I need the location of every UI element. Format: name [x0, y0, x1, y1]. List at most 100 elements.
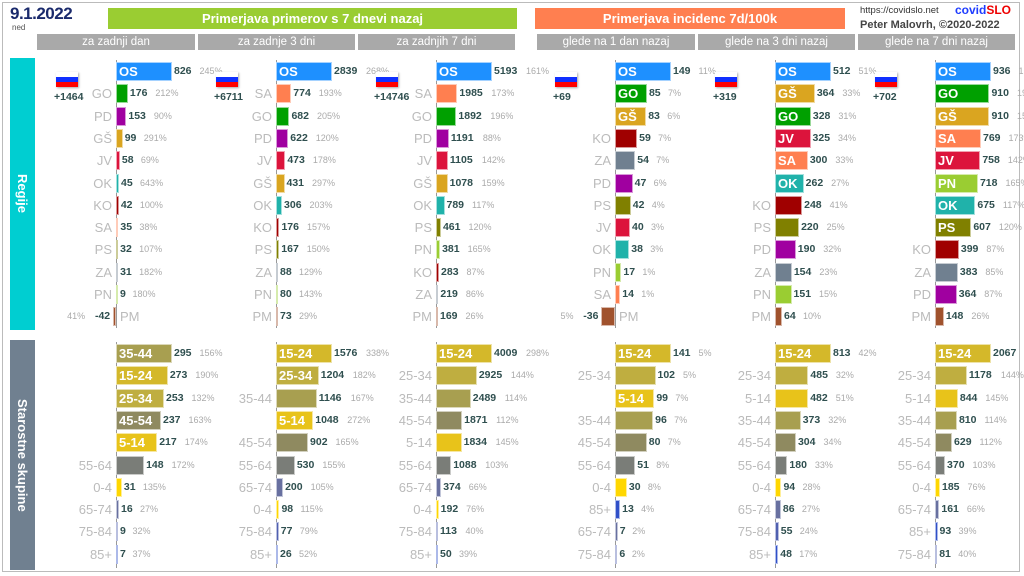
bar-value: 1105 [449, 154, 473, 167]
bar-percent: 103% [972, 459, 996, 470]
bar-percent: 3% [650, 244, 664, 255]
bar-label: OS [618, 64, 637, 79]
bar-label: PD [752, 242, 771, 258]
bar [276, 218, 280, 238]
bar-percent: 114% [984, 414, 1007, 425]
bar-label: PS [414, 220, 432, 236]
bar-label: PM [619, 309, 639, 325]
bar-label: 75-84 [737, 524, 771, 540]
bar-label: 45-54 [897, 435, 931, 451]
bar-percent: 142% [481, 155, 505, 166]
bar-value: 7 [619, 525, 626, 538]
bar-percent: 159% [481, 177, 505, 188]
bar-label: SA [593, 287, 611, 302]
bar-percent: 115% [300, 504, 323, 515]
bar-label: 35-44 [238, 390, 272, 406]
bar [436, 344, 492, 363]
bar-percent: 33% [814, 459, 833, 470]
bar [276, 455, 295, 475]
bar [116, 544, 118, 564]
bar-percent: 76% [466, 504, 485, 515]
section-ages: Starostne skupine [10, 340, 35, 570]
bar-label: 25-34 [737, 368, 771, 384]
bar [615, 477, 627, 497]
bar-value: 325 [812, 131, 831, 144]
bar-percent: 1% [641, 289, 655, 299]
bar-value: 826 [174, 65, 192, 77]
bar [775, 195, 803, 215]
bar-percent: 135% [142, 481, 166, 492]
bar-value: 94 [783, 480, 796, 493]
bar-percent: 120% [468, 222, 492, 233]
bar [116, 285, 118, 304]
bar [116, 62, 172, 81]
bar [775, 388, 809, 408]
bar [615, 388, 655, 408]
bar-percent: 112% [979, 437, 1002, 448]
bar [436, 62, 492, 81]
bar [935, 218, 972, 238]
bar-percent: 86% [465, 289, 484, 299]
bar-label: SA [414, 86, 432, 102]
axis-regions [276, 60, 277, 328]
bar-label: 25-34 [398, 368, 432, 384]
bar-label: GO [618, 86, 639, 102]
bar-percent: 34% [823, 437, 842, 448]
bar [615, 62, 671, 81]
bar-value: 718 [979, 176, 998, 189]
bar-percent: 10% [803, 311, 822, 322]
total-delta: +69 [553, 91, 571, 103]
bar-value: 81 [939, 547, 951, 560]
col-header-5: glede na 3 dni nazaj [698, 34, 855, 50]
bar-value: 1985 [459, 87, 483, 100]
bar-percent: 32% [835, 370, 854, 381]
bar-label: 65-74 [398, 479, 432, 495]
bar-label: ZA [914, 264, 931, 280]
bar-percent: 5% [698, 348, 712, 358]
bar-value: 374 [443, 480, 461, 493]
bar-percent: 272% [347, 414, 371, 425]
bar-percent: 338% [366, 348, 390, 358]
bar-label: PN [253, 287, 272, 302]
bar-percent: 41% [829, 199, 848, 210]
bar [436, 173, 448, 193]
bar-value: 219 [440, 288, 458, 300]
bar [436, 500, 439, 520]
bar-label: ZA [415, 287, 432, 302]
bar-percent: 182% [139, 266, 163, 277]
bar [276, 544, 278, 564]
bar-percent: 245% [199, 66, 223, 76]
bar [935, 366, 967, 386]
bar-label: 55-64 [897, 457, 931, 473]
bar-percent: 132% [191, 392, 215, 403]
bar-label: 0-4 [592, 479, 611, 495]
bar-percent: 27% [831, 177, 850, 188]
bar-value: 45 [121, 176, 133, 189]
bar-label: 15-24 [279, 346, 313, 361]
bar-percent: 66% [468, 481, 487, 492]
bar-label: 45-54 [398, 412, 432, 428]
bar-label: 55-64 [398, 457, 432, 473]
bar-label: KO [912, 242, 931, 258]
total-delta: +6711 [214, 91, 243, 103]
axis-regions [436, 60, 437, 328]
bar-percent: 174% [184, 437, 208, 448]
bar-value: 161 [941, 503, 959, 516]
site-url[interactable]: https://covidslo.net [860, 5, 939, 16]
bar-percent: 165% [467, 244, 491, 255]
bar-value: 96 [655, 413, 667, 426]
bar-label: PD [93, 108, 112, 124]
bar-percent: 90% [153, 110, 172, 121]
slovenia-flag-icon [555, 72, 577, 87]
bar-percent: 157% [306, 222, 330, 233]
bar-value: 5193 [494, 65, 518, 77]
bar-percent: 161% [526, 66, 550, 76]
bar-value: 58 [121, 154, 134, 167]
axis-regions [935, 60, 936, 328]
bar [116, 410, 161, 430]
bar-label: 5-14 [744, 390, 771, 406]
bar-label: PS [593, 197, 611, 213]
bar-percent: 105% [310, 481, 334, 492]
bar-value: 148 [146, 458, 164, 471]
bar-value: 14 [622, 288, 634, 300]
